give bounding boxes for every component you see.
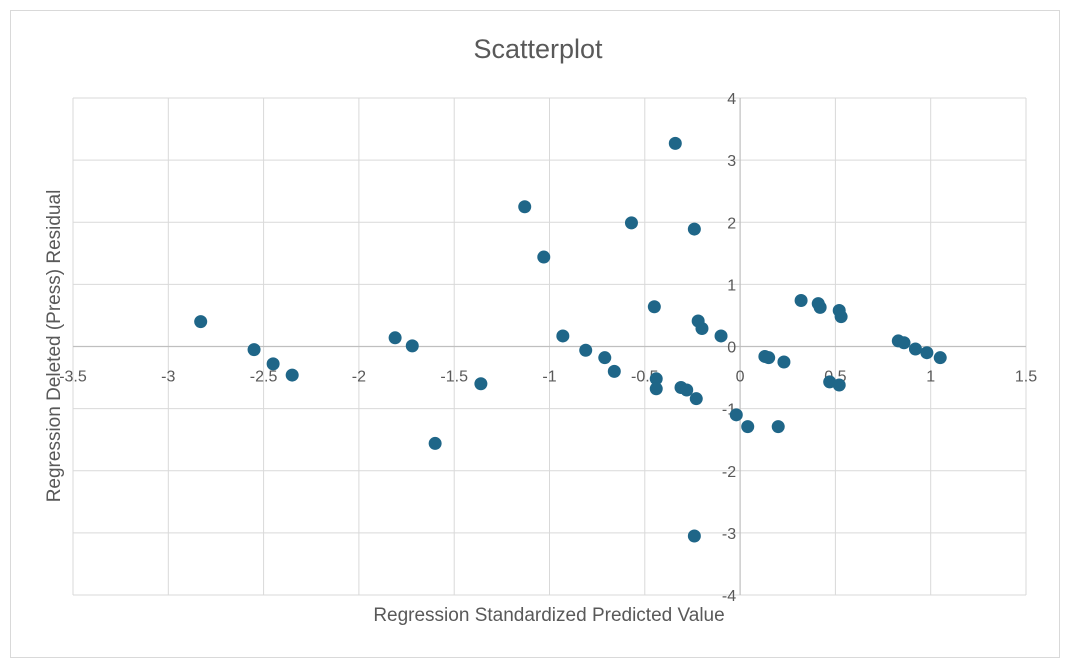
data-points xyxy=(194,136,947,543)
chart-frame xyxy=(10,10,1060,658)
data-point xyxy=(266,357,280,371)
data-point xyxy=(908,342,922,356)
data-point xyxy=(518,200,532,214)
y-tick-label: -4 xyxy=(722,588,736,605)
y-axis-label: Regression Deleted (Press) Residual xyxy=(44,190,65,503)
data-point xyxy=(556,329,570,343)
data-point xyxy=(762,351,776,365)
data-point xyxy=(598,351,612,365)
data-point xyxy=(933,351,947,365)
data-point xyxy=(834,310,848,324)
data-point xyxy=(537,250,551,264)
y-tick-label: 0 xyxy=(727,340,736,357)
data-point xyxy=(194,315,208,329)
data-point xyxy=(474,377,488,391)
y-tick-label: 1 xyxy=(727,277,736,294)
data-point xyxy=(813,300,827,314)
data-point xyxy=(285,368,299,382)
data-point xyxy=(695,321,709,335)
data-point xyxy=(920,346,934,360)
data-point xyxy=(771,420,785,434)
y-tick-label: 2 xyxy=(727,215,736,232)
x-tick-label: -2 xyxy=(352,369,366,386)
chart-title: Scatterplot xyxy=(473,34,603,64)
data-point xyxy=(714,329,728,343)
tick-labels: -3.5 -3 -2.5 -2 -1.5 -1 -0.5 0 0.5 1 1.5-4-3-2-101… xyxy=(59,91,1037,605)
x-tick-label: 1 xyxy=(926,369,935,386)
data-point xyxy=(607,364,621,378)
x-tick-label: -1.5 xyxy=(440,369,468,386)
data-point xyxy=(405,339,419,353)
x-tick-label: 0 xyxy=(736,369,745,386)
axes xyxy=(73,98,1026,595)
data-point xyxy=(687,529,701,543)
data-point xyxy=(649,382,663,396)
data-point xyxy=(388,331,402,345)
x-tick-label: -2.5 xyxy=(250,369,278,386)
data-point xyxy=(729,408,743,422)
data-point xyxy=(680,383,694,397)
data-point xyxy=(247,343,261,357)
data-point xyxy=(741,420,755,434)
x-tick-label: -3.5 xyxy=(59,369,87,386)
data-point xyxy=(579,343,593,357)
data-point xyxy=(649,372,663,386)
data-point xyxy=(668,136,682,150)
x-axis-label: Regression Standardized Predicted Value xyxy=(373,605,724,626)
data-point xyxy=(687,222,701,236)
y-tick-label: -2 xyxy=(722,464,736,481)
y-tick-label: 4 xyxy=(727,91,736,108)
data-point xyxy=(897,336,911,350)
data-point xyxy=(689,392,703,406)
data-point xyxy=(647,300,661,314)
y-tick-label: 3 xyxy=(727,153,736,170)
x-tick-label: -3 xyxy=(161,369,175,386)
x-tick-label: 1.5 xyxy=(1015,369,1037,386)
y-tick-label: -3 xyxy=(722,526,736,543)
data-point xyxy=(624,216,638,230)
data-point xyxy=(777,355,791,369)
data-point xyxy=(428,436,442,450)
data-point xyxy=(832,378,846,392)
x-tick-label: -1 xyxy=(542,369,556,386)
data-point xyxy=(794,294,808,308)
